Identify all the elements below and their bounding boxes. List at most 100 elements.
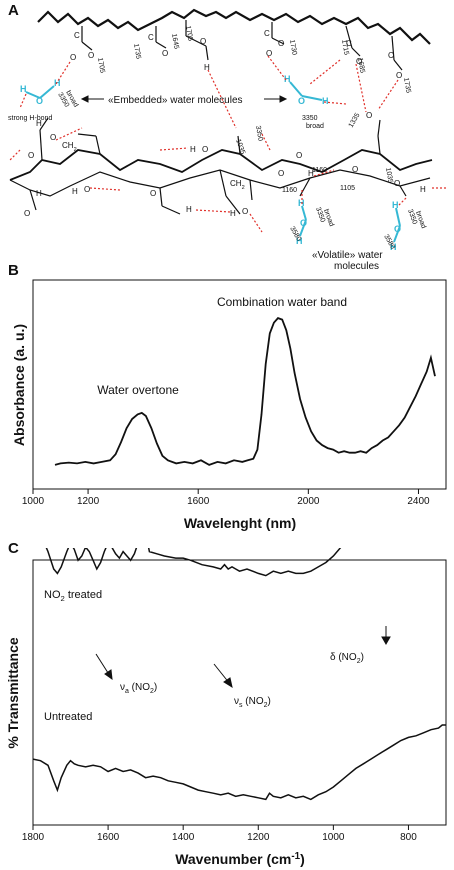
svg-text:O: O <box>356 57 362 66</box>
wn-label: 1160 <box>312 167 327 174</box>
wn-label: 1705 <box>96 57 106 74</box>
chart-c-plot-frame <box>32 559 447 826</box>
chart-c-xlabel: Wavenumber (cm-1) <box>175 851 305 867</box>
x-tick-label: 1000 <box>322 832 345 843</box>
svg-text:CH2: CH2 <box>62 141 77 153</box>
svg-text:O: O <box>200 37 206 46</box>
x-tick-label: 800 <box>400 832 417 843</box>
svg-text:O: O <box>298 96 305 106</box>
chart-c-series-untreated <box>32 724 446 801</box>
annotation-nu-s: νs (NO2) <box>234 696 271 709</box>
wn-label: 1645 <box>170 33 180 50</box>
wn-label: 1160 <box>282 187 297 194</box>
svg-text:H: H <box>392 200 399 210</box>
svg-text:H: H <box>390 242 397 252</box>
panel-letter-b: B <box>8 262 19 279</box>
wn-label: 1735 <box>402 77 412 94</box>
svg-text:H: H <box>322 96 329 106</box>
svg-text:O: O <box>88 51 94 60</box>
panel-letter-a: A <box>8 2 19 19</box>
chart-b-xlabel: Wavelenght (nm) <box>184 515 296 531</box>
wn-label: 1735 <box>132 43 142 60</box>
wn-label: 3580 <box>288 226 302 243</box>
chart-c-ftir: % Transmittance Wavenumber (cm-1) NO2 tr… <box>5 548 447 867</box>
x-tick-label: 1600 <box>97 832 120 843</box>
wn-label: 3350 <box>406 208 418 225</box>
svg-text:O: O <box>278 39 284 48</box>
wn-label: 1105 <box>340 185 355 192</box>
x-tick-label: 1200 <box>247 832 270 843</box>
x-tick-label: 2400 <box>407 496 430 507</box>
svg-text:O: O <box>70 53 76 62</box>
svg-text:H: H <box>36 189 42 198</box>
annotation-water-overtone: Water overtone <box>97 383 179 397</box>
svg-text:O: O <box>396 71 402 80</box>
svg-text:O: O <box>278 169 284 178</box>
svg-text:O: O <box>28 151 34 160</box>
wn-label: 3350 <box>302 115 318 122</box>
svg-text:C: C <box>74 31 80 40</box>
svg-text:H: H <box>186 205 192 214</box>
x-tick-label: 1000 <box>22 496 45 507</box>
wn-label: 1715 <box>340 39 350 56</box>
svg-text:H: H <box>284 74 291 84</box>
svg-text:H: H <box>204 63 210 72</box>
wn-label: 1705 <box>184 25 194 42</box>
svg-text:H: H <box>20 84 27 94</box>
svg-text:O: O <box>24 209 30 218</box>
wn-label: 1035 <box>384 167 394 184</box>
panel-a-structure: COO CO OH COO CO CO 1705 1735 1645 1705 … <box>8 8 446 270</box>
annotation-nu-a: νa (NO2) <box>120 682 157 695</box>
volatile-water-label: «Volatile» water <box>312 250 383 261</box>
broad-label: broad <box>306 123 324 130</box>
chart-b-ylabel: Absorbance (a. u.) <box>11 324 27 446</box>
svg-text:O: O <box>394 224 401 234</box>
panel-letter-c: C <box>8 540 19 557</box>
svg-text:O: O <box>202 145 208 154</box>
cellulose-backbone <box>9 149 433 181</box>
annotation-combination-band: Combination water band <box>217 295 347 309</box>
chart-b-nir: Absorbance (a. u.) Wavelenght (nm) Water… <box>11 279 447 531</box>
svg-text:O: O <box>36 96 43 106</box>
strong-hbond-label: strong H-bond <box>8 115 52 122</box>
annotation-delta: δ (NO2) <box>330 652 364 665</box>
wn-label: 1035 <box>234 138 246 155</box>
svg-text:H: H <box>36 119 42 128</box>
svg-text:O: O <box>352 165 358 174</box>
svg-text:H: H <box>230 209 236 218</box>
chart-c-series-no2-treated <box>45 548 342 577</box>
wn-label: 3580 <box>382 234 396 251</box>
wn-label: 3350 <box>254 125 264 142</box>
wn-label: 1730 <box>288 39 298 56</box>
wn-label: 3350 <box>314 206 326 223</box>
svg-text:O: O <box>366 111 372 120</box>
chart-c-ylabel: % Transmittance <box>5 637 21 748</box>
annotation-untreated: Untreated <box>44 711 92 723</box>
svg-text:O: O <box>84 185 90 194</box>
x-tick-label: 1600 <box>187 496 210 507</box>
svg-text:O: O <box>162 49 168 58</box>
svg-text:O: O <box>300 218 307 228</box>
annotation-no2-treated: NO2 treated <box>44 589 102 603</box>
svg-text:C: C <box>388 51 394 60</box>
svg-text:O: O <box>266 49 272 58</box>
embedded-water-label: «Embedded» water molecules <box>108 95 243 106</box>
svg-text:C: C <box>264 29 270 38</box>
svg-text:H: H <box>308 169 314 178</box>
x-tick-label: 2000 <box>297 496 320 507</box>
svg-text:H: H <box>296 236 303 246</box>
x-tick-label: 1800 <box>22 832 45 843</box>
chart-b-plot-frame <box>32 279 447 490</box>
svg-text:C: C <box>346 39 352 48</box>
volatile-water-label-2: molecules <box>334 261 379 270</box>
svg-text:O: O <box>242 207 248 216</box>
wn-label: 1685 <box>356 57 366 74</box>
svg-text:C: C <box>148 33 154 42</box>
x-tick-label: 1400 <box>172 832 195 843</box>
wn-label: 1335 <box>348 112 362 129</box>
svg-text:CH2: CH2 <box>230 179 245 191</box>
polymer-backbone <box>37 8 431 45</box>
svg-text:H: H <box>72 187 78 196</box>
svg-text:O: O <box>296 151 302 160</box>
svg-text:O: O <box>394 179 400 188</box>
